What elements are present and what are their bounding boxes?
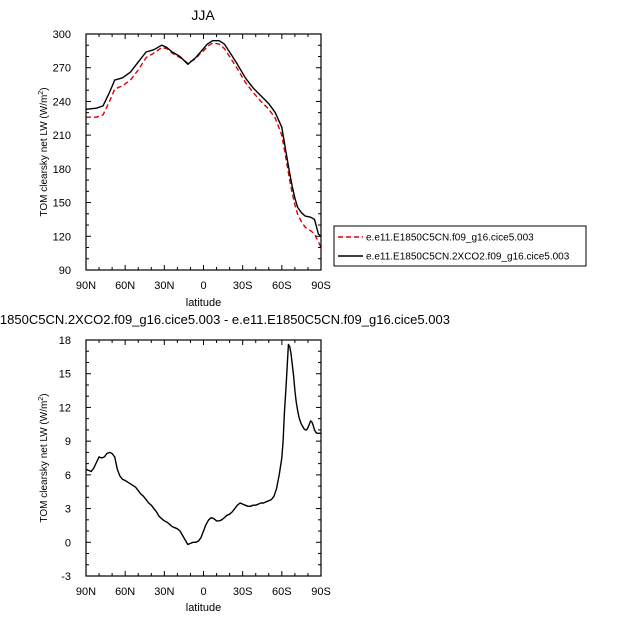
bottom-x-tick-label: 30S bbox=[233, 586, 253, 598]
top-x-tick-label: 60N bbox=[115, 280, 135, 292]
bottom-x-tick-label: 90N bbox=[76, 586, 96, 598]
top-x-tick-label: 30S bbox=[233, 280, 253, 292]
top-y-tick-label: 270 bbox=[53, 63, 71, 75]
top-x-tick-label: 30N bbox=[154, 280, 174, 292]
bottom-series-group bbox=[85, 343, 321, 546]
legend-box bbox=[333, 225, 587, 267]
top-y-tick-label: 300 bbox=[53, 29, 71, 41]
bottom-x-tick-label: 90S bbox=[311, 586, 331, 598]
bottom-x-tick-label: 30N bbox=[154, 586, 174, 598]
bottom-x-axis-label: latitude bbox=[186, 602, 221, 614]
bottom-y-tick-label: 6 bbox=[65, 470, 71, 482]
top-y-axis-label-sup: 2 bbox=[38, 91, 45, 95]
legend-label-control: e.e11.E1850C5CN.f09_g16.cice5.003 bbox=[366, 233, 534, 244]
bottom-y-tick-label: 15 bbox=[59, 369, 71, 381]
bottom-x-tick-label: 0 bbox=[200, 586, 206, 598]
bottom-y-tick-label: 18 bbox=[59, 335, 71, 347]
bottom-plot-frame bbox=[85, 339, 322, 577]
bottom-y-tick-label: -3 bbox=[61, 571, 71, 583]
bottom-y-axis-label: TOM clearsky net LW (W/m2) bbox=[38, 393, 50, 522]
bottom-panel: e.e11.E1850C5CN.2XCO2.f09_g16.cice5.003 … bbox=[0, 312, 450, 614]
top-y-axis-label-main: TOM clearsky net LW (W/m bbox=[39, 95, 50, 217]
top-series-line-1 bbox=[85, 40, 322, 237]
top-y-tick-label: 210 bbox=[53, 130, 71, 142]
top-axes: 90N 60N 30N 0 30S 60S 90S 90 120 150 180 210 240 270 3… bbox=[53, 29, 331, 292]
top-x-tick-label: 90S bbox=[311, 280, 331, 292]
top-y-tick-label: 240 bbox=[53, 96, 71, 108]
top-series-group bbox=[85, 40, 322, 248]
bottom-series-line-0 bbox=[85, 343, 321, 546]
top-x-tick-label: 90N bbox=[76, 280, 96, 292]
bottom-x-tick-label: 60S bbox=[272, 586, 292, 598]
top-series-line-0 bbox=[86, 42, 322, 248]
bottom-y-tick-label: 9 bbox=[65, 436, 71, 448]
top-y-tick-label: 150 bbox=[53, 198, 71, 210]
top-y-axis-label-close: ) bbox=[39, 87, 50, 90]
bottom-axes: 90N 60N 30N 0 30S 60S 90S -3 0 3 6 9 12 15 18 bbox=[59, 335, 331, 598]
bottom-chart-title: e.e11.E1850C5CN.2XCO2.f09_g16.cice5.003 … bbox=[0, 312, 450, 327]
top-y-tick-label: 180 bbox=[53, 164, 71, 176]
top-y-tick-label: 120 bbox=[53, 231, 71, 243]
top-y-tick-label: 90 bbox=[59, 265, 71, 277]
legend-label-2xco2: e.e11.E1850C5CN.2XCO2.f09_g16.cice5.003 bbox=[366, 252, 570, 263]
bottom-y-tick-label: 12 bbox=[59, 402, 71, 414]
top-x-tick-label: 0 bbox=[200, 280, 206, 292]
top-panel: JJA 90N 60N 30N 0 30S 60S 90S 90 120 150 180 210 240… bbox=[38, 7, 331, 309]
bottom-y-tick-label: 0 bbox=[65, 537, 71, 549]
bottom-x-tick-label: 60N bbox=[115, 586, 135, 598]
top-x-axis-label: latitude bbox=[186, 297, 221, 309]
bottom-y-axis-label-close: ) bbox=[39, 393, 50, 396]
legend: e.e11.E1850C5CN.f09_g16.cice5.003 e.e11.… bbox=[333, 225, 587, 267]
bottom-y-tick-label: 3 bbox=[65, 504, 71, 516]
top-x-tick-label: 60S bbox=[272, 280, 292, 292]
bottom-y-axis-label-main: TOM clearsky net LW (W/m bbox=[39, 401, 50, 523]
top-y-axis-label: TOM clearsky net LW (W/m2) bbox=[38, 87, 50, 216]
bottom-y-axis-label-sup: 2 bbox=[38, 397, 45, 401]
top-chart-title: JJA bbox=[191, 7, 215, 23]
